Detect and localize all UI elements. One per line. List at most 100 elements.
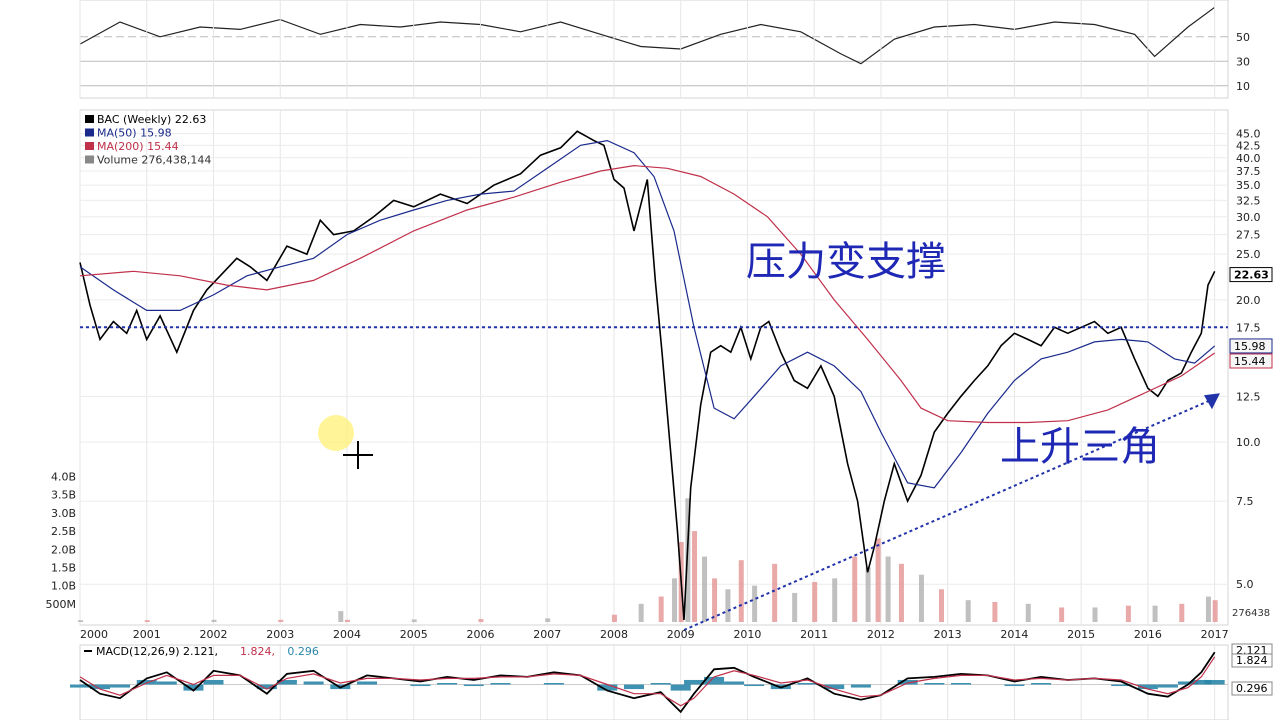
volume-bar xyxy=(702,556,708,622)
macd-histogram-bar xyxy=(724,681,745,685)
last-value-tags: 22.63 15.98 15.44 xyxy=(1229,267,1273,369)
price-tick-label: 17.5 xyxy=(1236,321,1261,334)
volume-bar xyxy=(411,619,417,622)
x-tick-label: 2010 xyxy=(733,628,761,641)
legend-label: MA(50) 15.98 xyxy=(97,127,172,140)
macd-histogram-bar xyxy=(110,684,131,688)
macd-histogram-bar xyxy=(183,684,204,691)
volume-bar xyxy=(1059,607,1065,622)
macd-legend-label: MACD(12,26,9) 2.121, xyxy=(96,645,218,658)
volume-tick-label: 4.0B xyxy=(51,471,76,484)
ma50-line xyxy=(79,139,1216,489)
macd-histogram-bar xyxy=(1204,680,1225,685)
volume-tick-label: 500M xyxy=(46,598,77,611)
volume-bars xyxy=(78,498,1218,622)
volume-bar xyxy=(875,538,881,622)
macd-histogram-bar xyxy=(684,679,705,685)
x-tick-label: 2009 xyxy=(667,628,695,641)
volume-bar xyxy=(1125,605,1131,622)
macd-histogram-bar xyxy=(136,679,157,685)
x-tick-labels: 2000 2001 2002 2003 2004 2005 2006 2007 2008 2009… xyxy=(80,628,1229,641)
price-tick-labels: 45.042.540.037.535.0 32.5 30.0 27.5 25.0 20.0… xyxy=(1236,128,1261,592)
x-tick-label: 2003 xyxy=(266,628,294,641)
macd-legend-label: 0.296 xyxy=(287,645,319,658)
crosshair-cursor-icon xyxy=(343,441,373,469)
x-tick-label: 2006 xyxy=(466,628,494,641)
macd-signal-line xyxy=(79,656,1216,707)
macd-histogram-bar xyxy=(670,684,691,691)
rsi-tick-labels: 50 30 10 xyxy=(1236,31,1250,93)
macd-histogram-bar xyxy=(156,681,177,685)
legend-label: Volume 276,438,144 xyxy=(97,154,211,167)
macd-histogram-bar xyxy=(897,679,918,685)
price-tick-label: 7.5 xyxy=(1236,495,1254,508)
volume-bar xyxy=(1025,603,1031,622)
volume-bar xyxy=(832,578,838,622)
macd-histogram-bar xyxy=(704,676,725,685)
volume-bar xyxy=(78,620,83,622)
value-tag-label: 15.98 xyxy=(1234,340,1266,353)
macd-histogram-bar xyxy=(70,684,90,688)
volume-bar xyxy=(1205,596,1211,622)
volume-bar xyxy=(1179,603,1185,622)
price-tick-label: 30.0 xyxy=(1236,211,1261,224)
annotation-ascending-triangle: 上升三角 xyxy=(1000,424,1160,470)
price-tick-label: 25.0 xyxy=(1236,248,1261,261)
legend-swatch xyxy=(85,155,94,164)
macd-line xyxy=(79,651,1216,714)
macd-histogram-bar xyxy=(797,683,818,685)
macd-histogram-bar xyxy=(850,684,871,688)
macd-histogram-bar xyxy=(303,681,324,685)
macd-panel-frame xyxy=(79,644,1229,720)
volume-tick-label: 3.5B xyxy=(51,489,76,502)
price-tick-label: 45.0 xyxy=(1236,128,1261,141)
volume-tick-label: 2.5B xyxy=(51,525,76,538)
volume-bar xyxy=(658,596,664,622)
macd-tag-label: 0.296 xyxy=(1236,682,1268,695)
x-tick-label: 2014 xyxy=(1000,628,1028,641)
macd-histogram-bar xyxy=(357,681,377,685)
macd-histogram-bar xyxy=(1031,683,1052,685)
price-tick-label: 32.5 xyxy=(1236,194,1261,207)
price-tick-label: 20.0 xyxy=(1236,294,1261,307)
trendline-arrow xyxy=(1203,393,1220,410)
volume-bar xyxy=(1092,607,1098,622)
x-tick-label: 2015 xyxy=(1067,628,1095,641)
macd-histogram-bar xyxy=(1157,684,1178,688)
volume-bar xyxy=(852,556,858,622)
price-tick-label: 12.5 xyxy=(1236,390,1261,403)
volume-bar xyxy=(792,592,798,622)
x-tick-label: 2000 xyxy=(80,628,108,641)
volume-tick-label: 1.5B xyxy=(51,561,76,574)
x-axis: 2000 2001 2002 2003 2004 2005 2006 2007 2008 2009… xyxy=(80,628,1229,641)
macd-legend: MACD(12,26,9) 2.121, 1.824, 0.296 xyxy=(84,645,319,658)
value-tag-label: 15.44 xyxy=(1234,355,1266,368)
macd-histogram-bar xyxy=(924,683,945,685)
macd-histogram-bar xyxy=(1191,679,1212,685)
x-tick-label: 2013 xyxy=(934,628,962,641)
x-tick-label: 2005 xyxy=(400,628,428,641)
value-tag-box xyxy=(1229,267,1273,283)
macd-histogram-bar xyxy=(744,684,765,687)
macd-lines xyxy=(79,651,1216,714)
volume-bar xyxy=(685,498,691,622)
macd-histogram-bar xyxy=(1004,684,1025,687)
volume-tick-label: 1.0B xyxy=(51,580,76,593)
volume-tick-label: 2.0B xyxy=(51,543,76,556)
legend-swatch xyxy=(85,142,94,150)
price-tick-label: 10.0 xyxy=(1236,436,1261,449)
volume-bar xyxy=(545,618,551,622)
x-tick-label: 2007 xyxy=(533,628,561,641)
volume-bar xyxy=(885,556,891,622)
price-tick-label: 35.0 xyxy=(1236,179,1261,192)
macd-histogram-bar xyxy=(463,684,484,687)
macd-histogram-bar xyxy=(824,684,845,690)
legend-swatch xyxy=(85,115,94,123)
macd-histogram-bar xyxy=(437,683,458,685)
price-series xyxy=(79,130,1216,621)
legend-label: BAC (Weekly) 22.63 xyxy=(97,113,206,126)
price-grid xyxy=(79,0,1228,720)
macd-tag-box xyxy=(1231,681,1273,696)
rsi-tick-label: 10 xyxy=(1236,80,1250,93)
